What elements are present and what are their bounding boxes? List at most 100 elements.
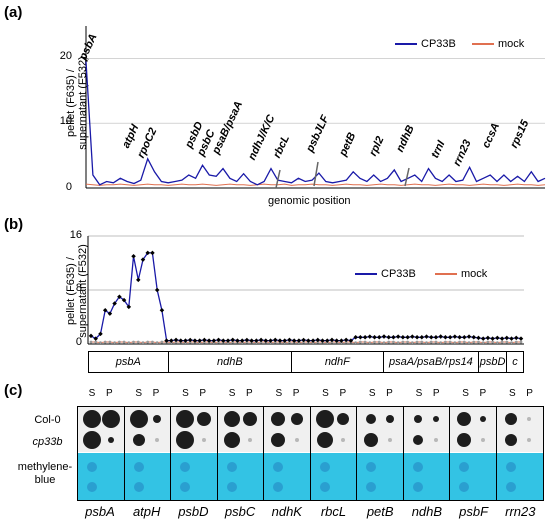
- segment-psbA: psbA: [89, 352, 169, 372]
- blot-p-label: P: [246, 388, 253, 399]
- panel-b-point-mock: [373, 340, 376, 344]
- panel-b-point-cp33b: [287, 337, 292, 343]
- panel-b-point-mock: [382, 341, 386, 345]
- stain-dot: [366, 462, 376, 473]
- segment-psaA-psaB-rps14: psaA/psaB/rps14: [384, 352, 480, 372]
- stain-dot: [226, 462, 237, 473]
- blot-methylene-blue-stain: [171, 453, 217, 500]
- blot-dot: [196, 412, 211, 427]
- stain-dot: [412, 462, 423, 473]
- panel-b-point-cp33b: [400, 334, 406, 340]
- panel-b-series-cp33b: [90, 252, 522, 342]
- panel-b-point-cp33b: [485, 335, 491, 341]
- blot-p-label: P: [339, 388, 347, 399]
- blot-s-label: S: [415, 388, 423, 399]
- panel-b-point-cp33b: [419, 334, 425, 340]
- blot-methylene-blue-stain: [264, 453, 310, 500]
- blot-dot: [201, 437, 206, 442]
- blot-dot: [176, 410, 194, 429]
- panel-b-point-mock: [443, 340, 447, 344]
- stain-dot: [505, 462, 516, 473]
- panel-b-point-mock: [425, 341, 428, 345]
- blot-methylene-blue-stain: [217, 453, 263, 500]
- panel-b-point-mock: [127, 341, 131, 345]
- panel-b-point-cp33b: [306, 338, 311, 343]
- blot-methylene-blue-stain: [496, 453, 543, 500]
- panel-b-point-cp33b: [358, 335, 363, 340]
- panel-b-point-mock: [363, 340, 367, 344]
- blot-s-label: S: [135, 388, 143, 399]
- blot-dot: [315, 410, 334, 429]
- blot-dot: [223, 431, 240, 448]
- blot-cell-psbc: [217, 407, 264, 500]
- blot-p-label: P: [152, 388, 160, 399]
- panel-b-point-mock: [113, 341, 117, 345]
- panel-b-legend-mock: mock: [435, 268, 487, 280]
- panel-b-point-mock: [155, 341, 159, 345]
- blot-column-label-psbc: psbC: [224, 504, 256, 519]
- panel-b-label: (b): [4, 216, 24, 233]
- panel-b-chart: [87, 235, 524, 345]
- blot-methylene-blue-stain: [78, 453, 124, 500]
- blot-dot: [129, 410, 148, 429]
- stain-dot: [87, 481, 97, 492]
- panel-b-point-mock: [136, 340, 140, 344]
- panel-b-point-mock: [396, 341, 400, 345]
- panel-b-point-cp33b: [490, 336, 495, 341]
- panel-b-point-mock: [122, 340, 126, 344]
- blot-autoradiograph: [264, 407, 310, 452]
- stain-dot: [180, 481, 190, 492]
- blot-column-label-psbd: psbD: [178, 504, 209, 519]
- panel-b-gene-map: psbA ndhB ndhF psaA/psaB/rps14 psbD c: [88, 351, 524, 373]
- legend-swatch-cp33b: [395, 43, 417, 45]
- panel-b-point-cp33b: [258, 337, 264, 343]
- panel-b-point-mock: [108, 340, 112, 344]
- panel-b-point-mock: [368, 341, 372, 345]
- blot-dot: [434, 437, 439, 442]
- blot-dot: [457, 412, 471, 427]
- panel-b-point-mock: [89, 340, 93, 344]
- blot-autoradiograph: [124, 407, 170, 452]
- panel-b-series-mock: [91, 341, 521, 344]
- panel-b-point-mock: [481, 341, 485, 345]
- panel-b-point-cp33b: [173, 337, 179, 343]
- panel-b-point-mock: [434, 340, 438, 344]
- legend-label-mock: mock: [498, 38, 525, 50]
- panel-b-point-mock: [514, 340, 518, 344]
- blot-dot: [243, 412, 258, 427]
- legend-label-mock-b: mock: [461, 268, 488, 280]
- panel-b-point-cp33b: [343, 337, 349, 343]
- blot-s-label: S: [182, 388, 189, 399]
- panel-b-point-cp33b: [136, 277, 141, 283]
- blot-p-label: P: [479, 388, 487, 399]
- panel-b-point-cp33b: [414, 335, 420, 340]
- blot-column-label-psbf: psbF: [459, 504, 489, 519]
- blot-s-label: S: [462, 388, 469, 399]
- stain-dot: [505, 481, 516, 492]
- panel-b-point-cp33b: [324, 338, 330, 343]
- blot-s-label: S: [508, 388, 516, 399]
- panel-a-chart: [85, 26, 546, 189]
- panel-b-point-cp33b: [428, 335, 434, 340]
- blot-column-label-atph: atpH: [132, 504, 161, 519]
- panel-b-point-cp33b: [405, 334, 410, 340]
- stain-dot: [87, 462, 97, 473]
- legend-label-cp33b-b: CP33B: [381, 268, 416, 280]
- blot-p-label: P: [386, 388, 393, 399]
- blot-dot: [271, 412, 285, 427]
- panel-b-point-cp33b: [154, 287, 160, 293]
- blot-cell-psbf: [450, 407, 497, 500]
- panel-b-point-mock: [486, 340, 490, 344]
- panel-b-point-cp33b: [310, 338, 316, 343]
- panel-a-arrow: [404, 167, 410, 187]
- legend-swatch-cp33b-b: [355, 273, 377, 275]
- panel-b-point-mock: [358, 340, 362, 344]
- blot-p-label: P: [526, 388, 533, 399]
- panel-b-point-mock: [510, 341, 513, 345]
- panel-b-point-cp33b: [187, 337, 193, 343]
- blot-dot: [294, 437, 299, 442]
- blot-dot: [385, 415, 394, 424]
- blot-p-label: P: [199, 388, 207, 399]
- row-label-methylene: methylene-: [17, 461, 73, 473]
- blot-dot: [504, 413, 517, 426]
